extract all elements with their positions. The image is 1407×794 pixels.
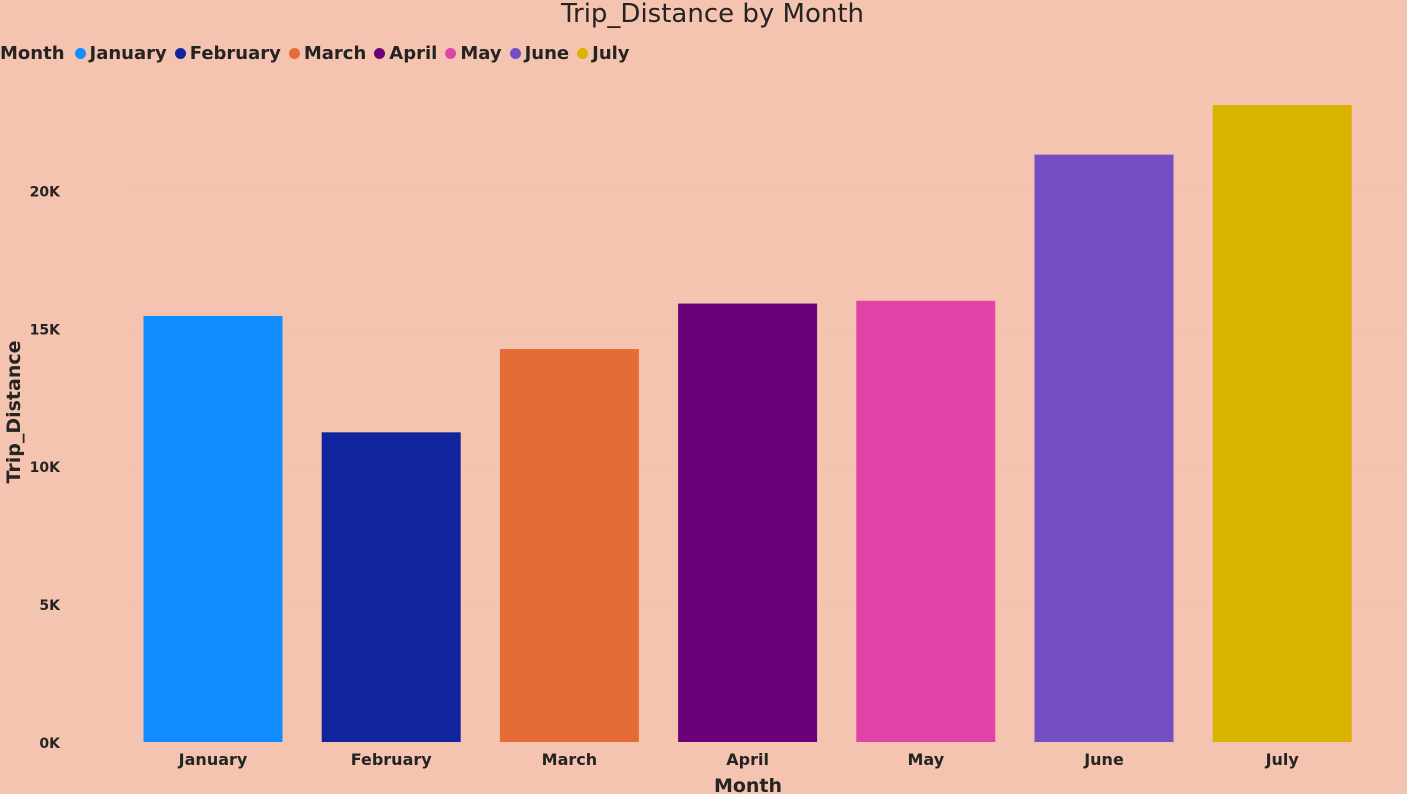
x-tick-label: February	[351, 750, 433, 769]
bar-february	[321, 432, 461, 742]
bar-may	[856, 300, 996, 742]
legend-marker-icon	[174, 48, 186, 59]
bar-march	[499, 349, 639, 742]
y-tick-label: 0K	[39, 736, 61, 752]
x-axis-title: Month	[714, 775, 782, 794]
x-tick-label: March	[542, 750, 597, 769]
legend-marker-icon	[577, 48, 589, 59]
bar-april	[678, 303, 818, 742]
legend-marker-icon	[74, 48, 86, 59]
legend-label: March	[303, 43, 367, 64]
chart-legend: Month January February March April May June Ju…	[0, 43, 638, 64]
y-tick-label: 20K	[30, 184, 61, 200]
legend-item-january[interactable]: January	[74, 43, 167, 64]
legend-marker-icon	[445, 48, 457, 59]
y-tick-label: 10K	[30, 460, 61, 476]
legend-label: July	[592, 43, 630, 64]
x-tick-label: January	[178, 750, 248, 769]
bar-july	[1212, 105, 1352, 742]
legend-label: February	[189, 43, 281, 64]
legend-item-june[interactable]: June	[509, 43, 570, 64]
legend-label: January	[89, 43, 167, 64]
chart-title: Trip_Distance by Month	[560, 0, 865, 29]
bar-june	[1034, 154, 1174, 743]
x-tick-label: April	[726, 750, 769, 769]
y-axis-title: Trip_Distance	[3, 340, 25, 483]
x-tick-label: July	[1265, 750, 1300, 769]
legend-marker-icon	[288, 48, 300, 59]
legend-item-april[interactable]: April	[374, 43, 437, 64]
x-tick-label: May	[907, 750, 944, 769]
legend-label: May	[460, 43, 502, 64]
y-tick-label: 5K	[39, 598, 61, 614]
legend-title: Month	[0, 43, 65, 64]
legend-marker-icon	[509, 48, 521, 59]
legend-label: April	[389, 43, 438, 64]
legend-item-february[interactable]: February	[174, 43, 281, 64]
legend-label: June	[524, 43, 570, 64]
y-tick-label: 15K	[30, 322, 61, 338]
x-tick-label: June	[1083, 750, 1124, 769]
legend-item-march[interactable]: March	[288, 43, 367, 64]
bar-january	[143, 315, 283, 742]
legend-item-july[interactable]: July	[577, 43, 630, 64]
legend-items: January February March April May June July	[74, 43, 638, 64]
legend-item-may[interactable]: May	[445, 43, 502, 64]
legend-marker-icon	[374, 48, 386, 59]
